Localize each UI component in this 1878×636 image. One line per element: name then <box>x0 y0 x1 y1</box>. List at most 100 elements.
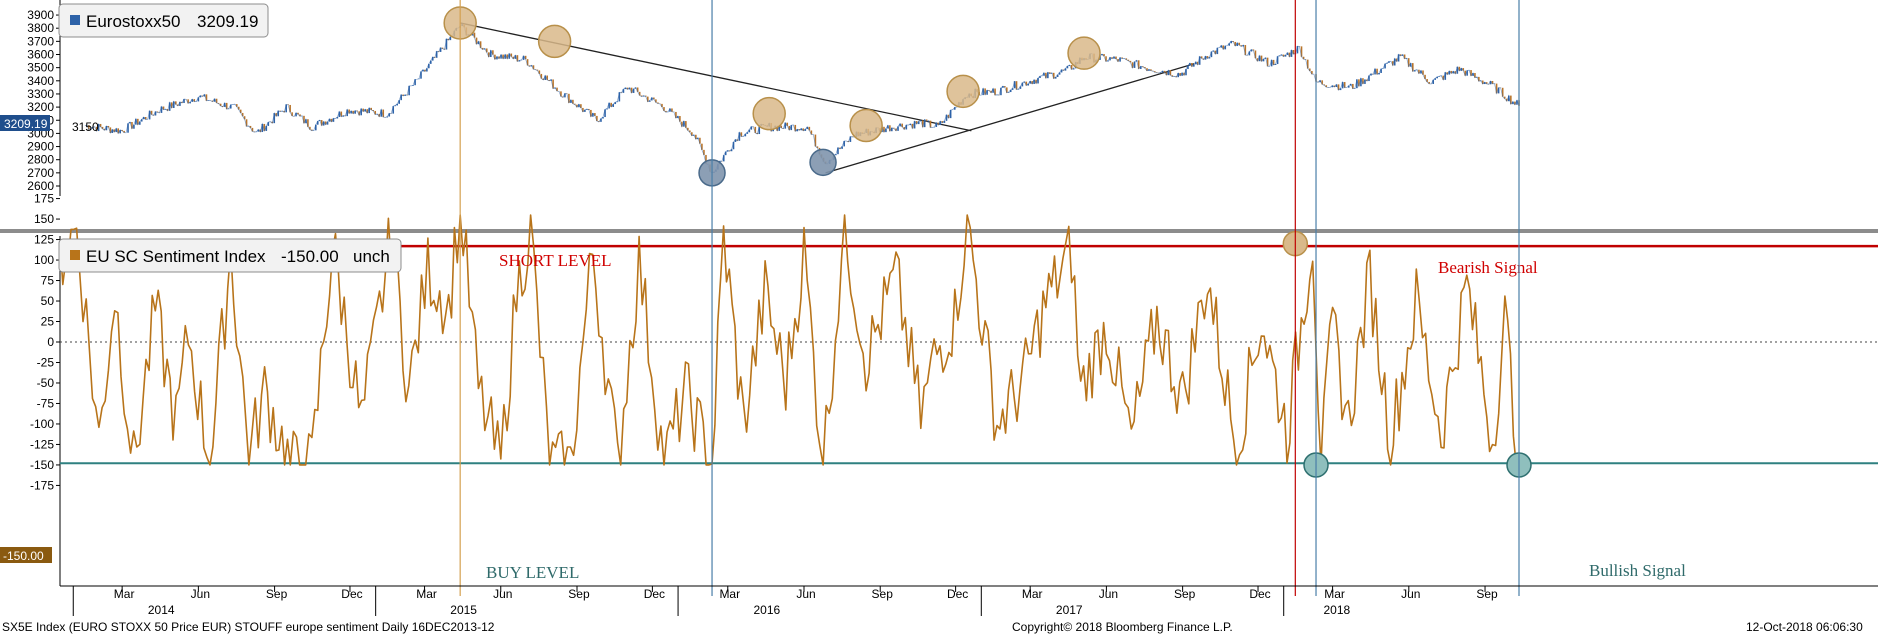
price-panel: 2600270028002900300031003200330034003500… <box>0 0 1520 196</box>
high-marker-circle <box>752 96 786 131</box>
sentiment-y-axis: -175 -150 -125 -100 -75 -50 -25 0 25 50 75 100 125 15… <box>30 192 61 586</box>
price-legend-swatch <box>70 15 80 25</box>
price-y-tick-label: 3300 <box>27 87 54 101</box>
x-month-label: Sep <box>1476 587 1498 601</box>
sentiment-y-tick-label: -100 <box>30 417 54 431</box>
sentiment-y-tick-label: 0 <box>47 335 54 349</box>
sentiment-y-tick-label: 100 <box>34 253 54 267</box>
high-marker-circle <box>849 108 883 143</box>
price-legend-name: Eurostoxx50 <box>86 12 181 31</box>
sentiment-tag-box <box>0 547 52 563</box>
sentiment-levels <box>60 244 1878 465</box>
sentiment-panel: -175 -150 -125 -100 -75 -50 -25 0 25 50 75 100 125 15… <box>0 192 1878 586</box>
price-tag-box <box>0 115 50 131</box>
trendline <box>825 63 1195 174</box>
bearish-signal-label: Bearish Signal <box>1438 258 1538 277</box>
sentiment-legend-swatch <box>70 250 80 260</box>
price-last-value-tag: 3209.19 <box>0 115 50 131</box>
x-month-label: Sep <box>266 587 288 601</box>
sentiment-y-tick-label: -75 <box>37 396 55 410</box>
sentiment-y-tick-label: -175 <box>30 478 54 492</box>
x-axis: Mar Jun Sep Dec Mar Jun Sep Dec Mar Jun Sep Dec Mar J… <box>60 585 1878 617</box>
sentiment-legend-name: EU SC Sentiment Index <box>86 247 266 266</box>
x-axis-ticks: Mar Jun Sep Dec Mar Jun Sep Dec Mar Jun Sep Dec Mar J… <box>72 586 1498 617</box>
x-month-label: Dec <box>947 587 968 601</box>
high-marker-circle <box>1067 36 1101 70</box>
price-y-tick-label: 2700 <box>27 166 54 180</box>
footer-center: Copyright© 2018 Bloomberg Finance L.P. <box>1012 620 1233 634</box>
x-month-label: Sep <box>1174 587 1196 601</box>
price-y-tick-label: 3400 <box>27 74 54 88</box>
price-circles <box>443 6 1101 187</box>
sentiment-tag-text: -150.00 <box>3 549 44 563</box>
sentiment-line <box>59 214 1519 466</box>
sentiment-y-tick-label: 150 <box>34 212 54 226</box>
sentiment-annotations: SHORT LEVEL BUY LEVEL Bearish Signal Bullis… <box>486 251 1686 582</box>
high-marker-circle <box>946 74 980 109</box>
price-y-tick-label: 2800 <box>27 153 54 167</box>
price-y-tick-label: 3600 <box>27 48 54 62</box>
price-y-tick-label: 3900 <box>27 8 54 22</box>
x-year-label: 2014 <box>148 603 175 617</box>
x-month-label: Sep <box>872 587 894 601</box>
price-y-axis: 2600270028002900300031003200330034003500… <box>27 0 61 196</box>
sentiment-last-value-tag: -150.00 <box>0 547 52 563</box>
sentiment-y-tick-label: 175 <box>34 192 54 206</box>
x-month-label: Sep <box>568 587 590 601</box>
trendline <box>460 22 972 132</box>
price-y-tick-label: 2900 <box>27 140 54 154</box>
price-legend-value: 3209.19 <box>197 12 258 31</box>
x-month-label: Jun <box>1401 587 1420 601</box>
x-month-label: Jun <box>1099 587 1118 601</box>
price-legend: Eurostoxx50 3209.19 <box>58 3 269 38</box>
x-month-label: Jun <box>493 587 512 601</box>
price-legend-box <box>58 3 269 38</box>
price-y-tick-label: 3500 <box>27 61 54 75</box>
x-month-label: Mar <box>1022 587 1043 601</box>
sentiment-series <box>59 214 1519 466</box>
panel-divider <box>0 229 1878 233</box>
x-month-label: Mar <box>1324 587 1345 601</box>
price-series <box>84 23 1520 174</box>
x-year-label: 2016 <box>754 603 781 617</box>
high-marker-circle <box>537 24 572 59</box>
price-inline-label: 3150 <box>72 120 99 134</box>
short-level-label: SHORT LEVEL <box>499 251 611 270</box>
sentiment-y-tick-label: -125 <box>30 437 54 451</box>
x-month-label: Mar <box>114 587 135 601</box>
x-year-label: 2017 <box>1056 603 1083 617</box>
price-y-tick-label: 2600 <box>27 179 54 193</box>
x-year-label: 2015 <box>450 603 477 617</box>
x-month-label: Dec <box>644 587 665 601</box>
price-y-tick-label: 3800 <box>27 21 54 35</box>
x-month-label: Mar <box>416 587 437 601</box>
sentiment-legend-value: -150.00 <box>281 247 339 266</box>
price-tag-text: 3209.19 <box>4 117 48 131</box>
sentiment-y-tick-label: -150 <box>30 458 54 472</box>
vertical-markers <box>459 0 1520 596</box>
x-month-label: Dec <box>1249 587 1270 601</box>
x-year-label: 2018 <box>1324 603 1351 617</box>
sentiment-y-tick-label: -50 <box>37 376 55 390</box>
sentiment-legend-box <box>58 238 402 273</box>
sentiment-y-tick-label: 75 <box>41 274 55 288</box>
price-y-tick-label: 3700 <box>27 34 54 48</box>
bullish-signal-label: Bullish Signal <box>1589 561 1686 580</box>
footer: SX5E Index (EURO STOXX 50 Price EUR) STO… <box>2 620 1863 634</box>
price-y-tick-label: 3200 <box>27 100 54 114</box>
price-line <box>84 23 1520 174</box>
footer-right: 12-Oct-2018 06:06:30 <box>1746 620 1863 634</box>
x-month-label: Jun <box>796 587 815 601</box>
sentiment-y-tick-label: -25 <box>37 355 55 369</box>
x-month-label: Mar <box>719 587 740 601</box>
sentiment-y-tick-label: 25 <box>41 315 55 329</box>
sentiment-legend: EU SC Sentiment Index -150.00 unch <box>58 238 402 273</box>
x-month-label: Dec <box>341 587 362 601</box>
sentiment-y-tick-label: 125 <box>34 233 54 247</box>
buy-level-label: BUY LEVEL <box>486 563 579 582</box>
low-marker-circle <box>809 148 837 177</box>
sentiment-legend-change: unch <box>353 247 390 266</box>
footer-left: SX5E Index (EURO STOXX 50 Price EUR) STO… <box>2 620 495 634</box>
sentiment-y-tick-label: 50 <box>41 294 55 308</box>
